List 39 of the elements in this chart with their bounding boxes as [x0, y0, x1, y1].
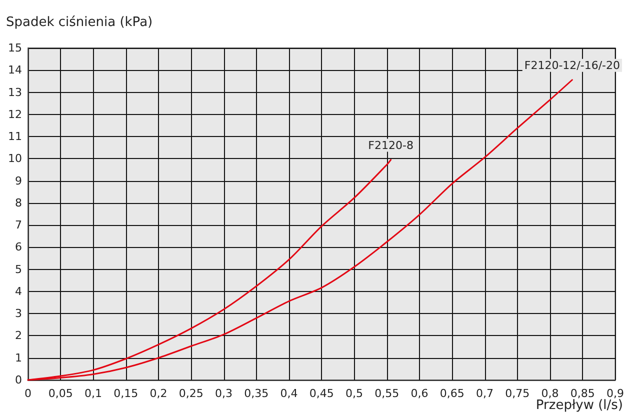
x-tick-label: 0,45 — [309, 387, 334, 400]
y-tick-label: 4 — [15, 284, 22, 298]
y-tick-label: 15 — [8, 42, 22, 54]
y-tick-label: 2 — [15, 329, 22, 342]
x-tick-label: 0,85 — [570, 387, 595, 400]
y-tick-label: 1 — [15, 351, 22, 364]
x-axis-title: Przepływ (l/s) — [536, 398, 624, 413]
x-tick-label: 0,4 — [280, 387, 298, 400]
x-tick-label: 0,35 — [244, 387, 269, 400]
x-tick-label: 0,3 — [215, 387, 232, 400]
x-tick-label: 0,2 — [150, 387, 168, 400]
y-tick-label: 5 — [15, 262, 22, 276]
series-label: F2120-12/-16/-20 — [524, 58, 620, 72]
x-tick-label: 0,05 — [48, 387, 73, 400]
y-tick-label: 9 — [15, 174, 22, 188]
x-tick-label: 0 — [24, 387, 32, 400]
y-tick-label: 11 — [8, 130, 22, 144]
x-tick-label: 0,8 — [541, 387, 559, 400]
y-axis-title: Spadek ciśnienia (kPa) — [6, 15, 153, 30]
y-tick-label: 0 — [15, 374, 22, 386]
y-tick-label: 12 — [8, 108, 22, 121]
y-tick-label: 7 — [15, 218, 22, 232]
x-tick-label: 0,25 — [178, 387, 204, 400]
y-tick-label: 8 — [15, 196, 22, 210]
x-tick-label: 0,7 — [476, 387, 494, 400]
y-tick-label: 3 — [15, 307, 22, 320]
y-tick-label: 6 — [15, 240, 22, 254]
x-tick-label: 0,15 — [114, 387, 138, 400]
y-tick-label: 13 — [8, 86, 22, 99]
x-tick-label: 0,6 — [410, 387, 428, 400]
x-tick-label: 0,55 — [374, 387, 400, 400]
x-tick-label: 0,9 — [606, 387, 624, 400]
y-tick-label: 10 — [8, 152, 22, 166]
x-tick-label: 0,1 — [84, 387, 102, 400]
x-tick-label: 0,5 — [346, 387, 363, 400]
x-tick-label: 0,75 — [505, 387, 530, 400]
x-tick-label: 0,65 — [440, 387, 464, 400]
y-tick-label: 14 — [8, 64, 22, 77]
series-label: F2120-8 — [368, 138, 414, 152]
